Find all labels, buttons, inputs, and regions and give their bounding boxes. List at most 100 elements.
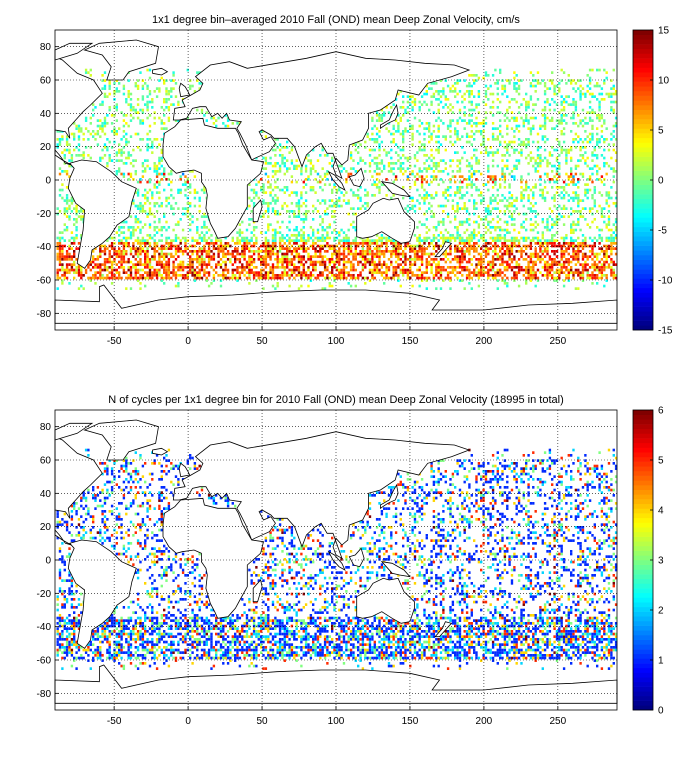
data-cell (442, 223, 445, 226)
data-cell (300, 239, 303, 242)
data-cell (510, 242, 514, 245)
data-cell (144, 284, 147, 288)
data-cell (392, 194, 395, 197)
data-cell (252, 226, 256, 229)
data-cell (316, 236, 320, 240)
data-cell (68, 207, 71, 210)
data-cell (347, 242, 350, 245)
data-cell (574, 132, 578, 136)
data-cell (383, 252, 386, 256)
data-cell (607, 143, 611, 146)
data-cell (373, 124, 376, 128)
data-cell (390, 276, 393, 280)
data-cell (200, 111, 204, 114)
data-cell (380, 108, 384, 112)
data-cell (181, 274, 185, 277)
data-cell (532, 116, 535, 120)
data-cell (316, 159, 320, 162)
data-cell (108, 271, 111, 274)
data-cell (487, 276, 490, 280)
data-cell (487, 188, 490, 192)
data-cell (312, 210, 315, 213)
data-cell (200, 263, 204, 266)
data-cell (229, 244, 232, 248)
data-cell (189, 218, 192, 221)
data-cell (196, 218, 199, 221)
data-cell (489, 196, 492, 200)
data-cell (392, 268, 395, 272)
data-cell (146, 215, 149, 218)
data-cell (257, 255, 260, 258)
data-cell (529, 242, 533, 245)
data-cell (347, 247, 350, 250)
data-cell (300, 258, 303, 261)
data-cell (155, 210, 159, 213)
data-cell (108, 154, 111, 157)
data-cell (420, 143, 424, 146)
data-cell (465, 236, 469, 240)
data-cell (110, 244, 114, 248)
data-cell (146, 274, 149, 277)
data-cell (614, 138, 618, 141)
data-cell (385, 236, 388, 240)
data-cell (281, 188, 284, 192)
data-cell (165, 100, 168, 104)
data-cell (551, 268, 554, 272)
data-cell (501, 167, 504, 170)
data-cell (267, 223, 270, 226)
data-cells (56, 68, 618, 290)
data-cell (181, 228, 185, 232)
data-cell (446, 252, 450, 256)
data-cell (113, 130, 116, 133)
data-cell (174, 236, 178, 240)
data-cell (454, 175, 457, 178)
data-cell (612, 124, 615, 128)
data-cell (449, 124, 452, 128)
data-cell (212, 268, 216, 272)
data-cell (63, 244, 66, 248)
data-cell (361, 242, 365, 245)
data-cell (390, 106, 393, 109)
data-cell (160, 250, 163, 253)
data-cell (293, 212, 296, 216)
data-cell (496, 127, 499, 130)
data-cell (425, 218, 428, 221)
data-cell (58, 143, 62, 146)
data-cell (496, 194, 499, 197)
data-cell (141, 276, 145, 280)
data-cell (510, 202, 514, 205)
data-cell (465, 210, 469, 213)
data-cell (163, 252, 166, 256)
data-cell (451, 111, 455, 114)
data-cell (553, 242, 556, 245)
data-cell (262, 183, 265, 186)
data-cell (468, 162, 471, 165)
data-cell (115, 268, 118, 272)
data-cell (520, 116, 523, 120)
data-cell (411, 100, 414, 104)
data-cell (118, 260, 121, 264)
data-cell (473, 204, 476, 208)
data-cell (463, 244, 466, 248)
data-cell (127, 95, 130, 98)
data-cell (338, 274, 341, 277)
data-cell (326, 172, 329, 176)
data-cell (560, 252, 563, 256)
data-cell (539, 258, 542, 261)
data-cell (191, 258, 194, 261)
data-cell (297, 164, 301, 168)
data-cell (416, 172, 419, 176)
data-cell (532, 108, 535, 112)
data-cell (276, 252, 279, 256)
data-cell (205, 271, 208, 274)
data-cell (539, 164, 542, 168)
data-cell (120, 255, 123, 258)
data-cell (397, 146, 400, 149)
data-cell (536, 258, 540, 261)
data-cell (494, 242, 497, 245)
data-cell (354, 170, 357, 173)
data-cell (269, 244, 272, 248)
data-cell (584, 266, 587, 269)
data-cell (335, 258, 339, 261)
data-cell (115, 119, 118, 122)
